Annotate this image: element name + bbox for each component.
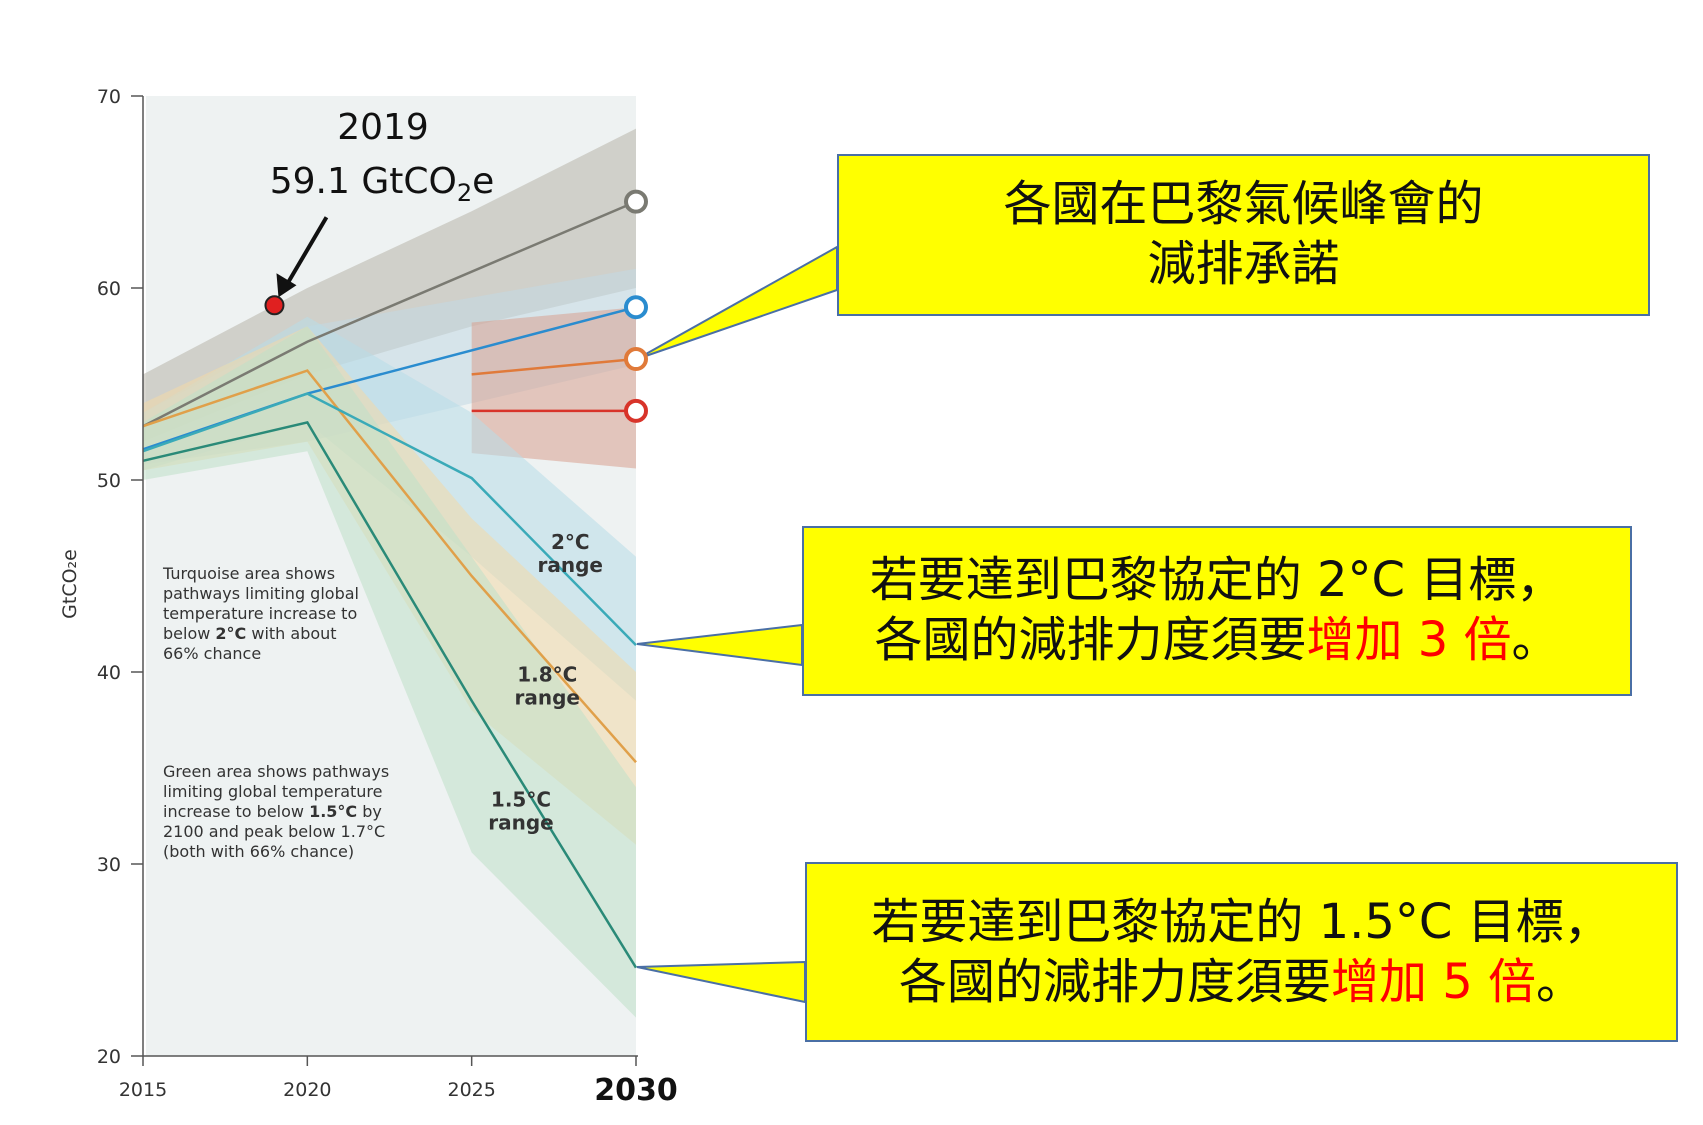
chart-notes: Turquoise area shows pathways limiting gl… — [162, 564, 389, 861]
series-line-5 — [142, 392, 637, 646]
end-marker-0 — [624, 189, 648, 214]
pathway-lines — [142, 200, 638, 969]
y-axis-label: GtCO₂e — [59, 549, 81, 619]
axes — [142, 96, 638, 1057]
two-c-pointer — [636, 623, 803, 667]
x-tick-label-0: 2015 — [119, 1079, 167, 1101]
callout-2c-prefix: 各國的減排力度須要 — [874, 612, 1307, 668]
range-label-0: 2°C range — [538, 530, 603, 577]
callout-15c-emphasis: 增加 5 倍 — [1330, 954, 1537, 1010]
x-tick-label-2: 2025 — [447, 1079, 495, 1101]
callout-pledges-line1: 各國在巴黎氣候峰會的 — [1003, 176, 1484, 232]
y-tick-label-2: 40 — [97, 662, 121, 684]
series-line-2 — [471, 357, 637, 376]
x-ticks: 2015 2020 2025 2030 — [119, 1056, 678, 1108]
x-tick-label-3: 2030 — [594, 1073, 678, 1108]
highlight-arrow-head — [276, 273, 297, 298]
callout-15c-line2: 各國的減排力度須要增加 5 倍。 — [807, 952, 1676, 1012]
callout-2c-line1: 若要達到巴黎協定的 2°C 目標， — [869, 552, 1565, 608]
end-markers — [624, 189, 648, 423]
highlight-arrow-shaft — [284, 216, 329, 287]
pledges-pointer — [636, 245, 838, 360]
callout-15c-prefix: 各國的減排力度須要 — [898, 954, 1331, 1010]
callout-pledges-line2: 減排承諾 — [1147, 236, 1340, 292]
callout-2c-target: 若要達到巴黎協定的 2°C 目標， 各國的減排力度須要增加 3 倍。 — [802, 526, 1632, 696]
one-five-c-pointer — [636, 960, 806, 1004]
y-tick-label-0: 20 — [97, 1046, 121, 1068]
callout-15c-suffix: 。 — [1536, 954, 1585, 1010]
range-label-1: 1.8°C range — [515, 663, 580, 710]
y-tick-label-4: 60 — [97, 278, 121, 300]
y-tick-label-5: 70 — [97, 86, 121, 108]
band-2 — [471, 307, 636, 469]
callout-2c-emphasis: 增加 3 倍 — [1306, 612, 1512, 668]
end-marker-2 — [624, 347, 648, 372]
callout-paris-pledges: 各國在巴黎氣候峰會的 減排承諾 — [837, 154, 1650, 316]
x-tick-label-1: 2020 — [283, 1079, 331, 1101]
series-line-6 — [142, 420, 638, 969]
callout-1-5c-target: 若要達到巴黎協定的 1.5°C 目標， 各國的減排力度須要增加 5 倍。 — [805, 862, 1678, 1042]
callout-2c-line2: 各國的減排力度須要增加 3 倍。 — [804, 610, 1630, 670]
y-tick-label-1: 30 — [97, 854, 121, 876]
highlight-2019: 2019 59.1 GtCO2e — [264, 107, 495, 316]
highlight-year-label: 2019 — [337, 107, 429, 148]
callout-15c-line1: 若要達到巴黎協定的 1.5°C 目標， — [871, 894, 1612, 950]
series-line-0 — [142, 200, 637, 428]
y-tick-label-3: 50 — [97, 470, 121, 492]
highlight-value-label: 59.1 GtCO2e — [270, 161, 495, 207]
range-labels: 2°C range 1.8°C range 1.5°C range — [488, 530, 603, 834]
band-5 — [143, 326, 636, 1018]
series-line-4 — [142, 369, 637, 764]
y-ticks: 20 30 40 50 60 70 — [97, 86, 143, 1068]
range-label-2: 1.5°C range — [488, 787, 553, 834]
chart-note-1: Green area shows pathways limiting global… — [163, 762, 389, 861]
chart-note-0: Turquoise area shows pathways limiting gl… — [162, 564, 359, 663]
callout-2c-suffix: 。 — [1511, 612, 1560, 668]
highlight-point — [264, 295, 285, 316]
end-marker-3 — [624, 398, 648, 423]
end-marker-1 — [624, 295, 648, 320]
